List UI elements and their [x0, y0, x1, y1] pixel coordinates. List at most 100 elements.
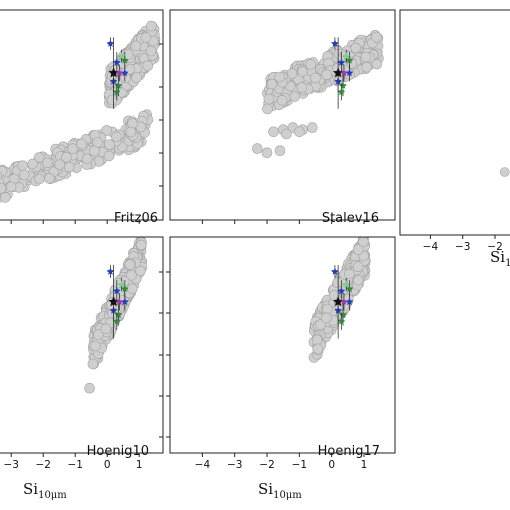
observed-star	[337, 87, 346, 96]
x-tick-label: −3	[3, 459, 18, 471]
x-axis-label-sub: 10μm	[273, 490, 302, 501]
observed-star	[113, 58, 121, 66]
svg-text:Si10μm: Si10μm	[23, 480, 67, 501]
model-point	[130, 40, 142, 52]
model-point	[358, 237, 369, 248]
model-point	[146, 20, 157, 32]
model-point	[18, 169, 30, 181]
x-tick-label: −2	[487, 241, 502, 253]
panel-fritz06	[0, 20, 161, 203]
model-point	[297, 66, 308, 77]
model-point	[310, 72, 321, 84]
observed-star	[113, 87, 121, 96]
x-axis-label-base: Si	[23, 480, 38, 498]
observed-star	[117, 280, 126, 288]
panel-hoenig17	[308, 237, 371, 363]
model-point	[100, 323, 112, 335]
model-point	[350, 42, 362, 54]
model-point	[124, 259, 136, 271]
model-point	[305, 59, 316, 70]
panel-frame	[399, 9, 510, 236]
observed-star	[121, 297, 129, 305]
model-point	[127, 283, 138, 295]
model-point	[0, 183, 7, 194]
observed-star	[121, 69, 129, 77]
model-point	[17, 160, 29, 171]
observed-star	[340, 297, 348, 305]
observed-star	[331, 39, 339, 47]
x-axis-label-middle: Si10μm	[258, 480, 302, 501]
observed-star	[108, 67, 119, 78]
observed-star	[345, 297, 354, 305]
model-point	[101, 125, 112, 136]
observed-star	[332, 296, 344, 307]
observed-star	[345, 56, 354, 64]
model-point	[89, 145, 100, 157]
x-tick-label: −3	[455, 241, 470, 253]
observed-star	[106, 39, 115, 47]
x-tick-label: −1	[292, 459, 307, 471]
x-tick-label: −1	[67, 459, 82, 471]
model-point	[294, 126, 305, 138]
model-point	[281, 128, 292, 140]
model-point	[274, 145, 286, 156]
model-point	[93, 329, 104, 340]
x-axis-label-right: Si10μm	[490, 248, 510, 269]
model-point	[499, 167, 510, 177]
model-point	[289, 91, 301, 102]
model-point	[84, 382, 95, 394]
svg-text:Si10μm: Si10μm	[490, 248, 510, 269]
model-point	[352, 244, 364, 255]
model-point	[312, 343, 324, 355]
observed-star	[345, 69, 354, 77]
panel-hoenig10	[84, 237, 148, 394]
model-point	[0, 192, 11, 203]
model-point	[142, 60, 154, 71]
model-point	[145, 45, 157, 57]
panel-frame	[0, 9, 164, 221]
model-point	[104, 139, 115, 150]
model-point	[322, 303, 333, 315]
model-point	[344, 268, 355, 280]
model-point	[315, 319, 326, 331]
model-point	[251, 143, 263, 154]
model-point	[262, 103, 273, 115]
model-point	[266, 78, 278, 90]
panel-frame	[0, 236, 164, 454]
observed-star	[337, 317, 346, 325]
panel-frame	[169, 236, 396, 454]
observed-star	[117, 52, 126, 60]
observed-star	[121, 56, 129, 64]
model-point	[371, 31, 382, 43]
x-axis-label-sub: 10μm	[38, 490, 67, 501]
x-tick-label: 1	[361, 459, 368, 471]
x-axis-label-base: Si	[490, 248, 505, 266]
observed-star	[345, 284, 354, 293]
observed-star	[108, 296, 119, 307]
model-point	[311, 334, 323, 346]
model-point	[276, 95, 288, 106]
axis-ticks: −3 −2 −1 0 1 −4 −3 −2 −1 0 1 −4 −3 −2	[3, 43, 503, 471]
x-tick-label: 0	[104, 459, 111, 471]
model-point	[103, 150, 115, 162]
model-point	[261, 147, 273, 159]
observed-star	[115, 69, 124, 77]
model-point	[321, 69, 333, 80]
model-point	[125, 126, 137, 138]
observed-star	[115, 297, 124, 305]
panel-label-hoenig10: Hoenig10	[87, 444, 149, 459]
model-point	[87, 358, 99, 370]
panel-stalev16	[251, 29, 384, 159]
model-point	[34, 173, 45, 185]
observed-star	[113, 317, 121, 325]
x-tick-label: 1	[136, 459, 143, 471]
x-axis-label-sub: 10μm	[505, 258, 510, 269]
model-point	[126, 269, 137, 281]
model-point	[268, 126, 279, 138]
x-tick-label: 0	[328, 459, 335, 471]
model-point	[140, 32, 152, 43]
observed-star	[337, 287, 346, 295]
model-point	[63, 161, 75, 173]
model-point	[111, 131, 122, 142]
